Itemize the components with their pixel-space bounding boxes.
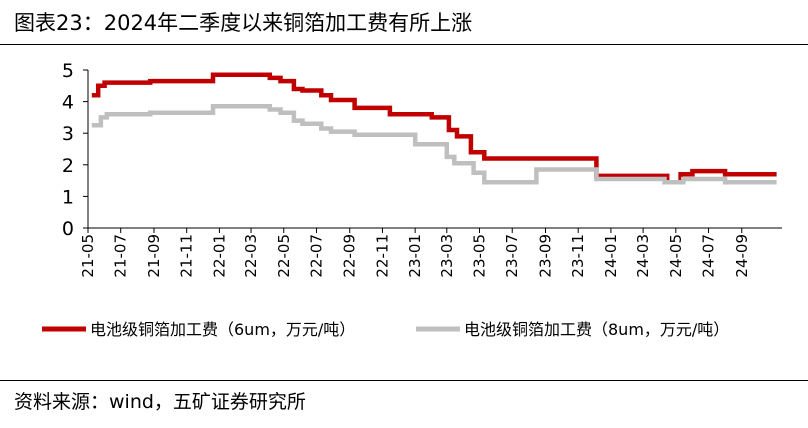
x-tick-label: 24-01 [602,234,620,278]
x-tick-label: 23-11 [569,234,587,278]
x-tick-label: 24-09 [733,234,751,278]
x-tick-label: 24-03 [634,234,652,278]
x-tick-label: 24-05 [667,234,685,278]
x-tick-label: 22-11 [373,234,391,278]
y-tick-label: 0 [62,218,74,240]
y-tick-label: 4 [62,92,74,114]
x-tick-label: 22-03 [242,234,260,278]
x-tick-label: 22-05 [275,234,293,278]
x-tick-label: 21-05 [79,234,97,278]
top-divider [0,44,808,45]
y-tick-label: 3 [62,123,74,145]
x-tick-label: 22-07 [307,234,325,278]
series-line-1 [91,72,777,185]
source-note: 资料来源：wind，五矿证券研究所 [14,391,306,413]
x-tick-label: 22-09 [341,234,359,278]
y-tick-label: 1 [62,186,74,208]
legend: 电池级铜箔加工费（6um，万元/吨） 电池级铜箔加工费（8um，万元/吨） [42,320,729,339]
x-tick-label: 22-01 [210,234,228,278]
x-tick-label: 23-01 [406,234,424,278]
x-tick-label: 23-07 [503,234,521,278]
y-tick-labels: 0 1 2 3 4 5 [62,60,88,240]
axes [87,70,782,229]
legend-label-1: 电池级铜箔加工费（6um，万元/吨） [90,320,355,339]
x-tick-label: 21-11 [178,234,196,278]
legend-label-2: 电池级铜箔加工费（8um，万元/吨） [464,320,729,339]
y-tick-label: 5 [62,60,74,82]
x-tick-label: 21-09 [145,234,163,278]
x-tick-label: 24-07 [700,234,718,278]
x-tick-labels: 21-05 21-07 21-09 21-11 22-01 22-03 22-05 22-07… [79,228,751,278]
chart-title: 图表23：2024年二季度以来铜箔加工费有所上涨 [14,11,473,35]
bottom-divider [0,380,808,381]
series-line-2 [91,104,777,185]
series-layer [91,72,777,185]
x-tick-label: 23-05 [471,234,489,278]
y-tick-label: 2 [62,155,74,177]
chart: 21-05 21-07 21-09 21-11 22-01 22-03 22-05 22-07… [42,60,782,339]
x-tick-label: 23-03 [438,234,456,278]
x-tick-label: 23-09 [536,234,554,278]
x-tick-label: 21-07 [112,234,130,278]
